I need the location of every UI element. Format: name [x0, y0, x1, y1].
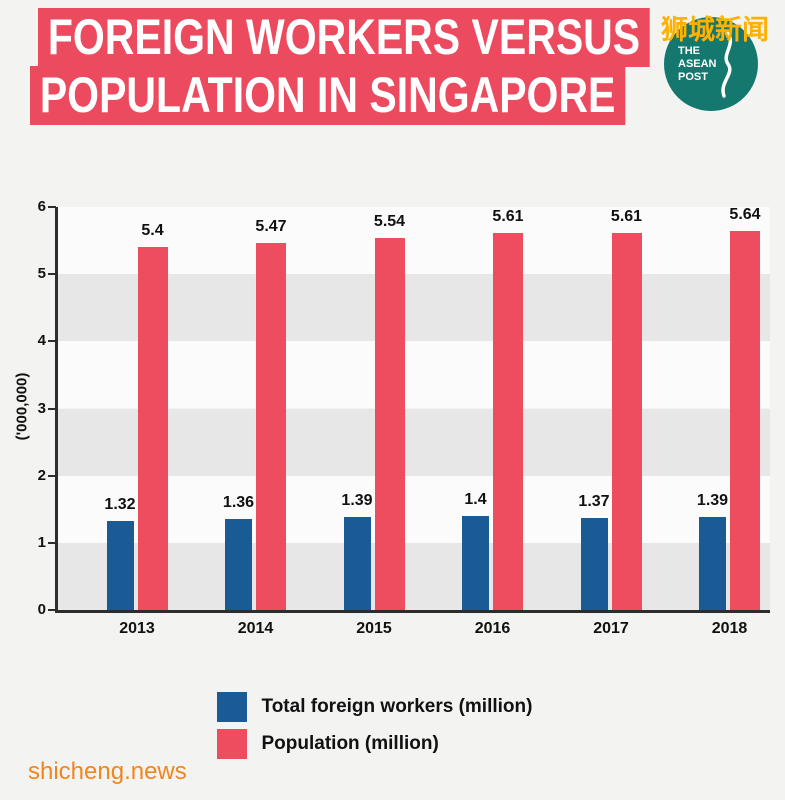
bar-value-label: 1.32: [104, 496, 136, 514]
y-tick-mark: [48, 609, 56, 611]
bar: [225, 518, 252, 610]
legend-item: Total foreign workers (million): [216, 692, 569, 722]
bar-value-label: 1.39: [696, 491, 729, 509]
bar: [730, 231, 760, 610]
grid-band: [57, 408, 770, 476]
y-tick-mark: [48, 273, 56, 276]
bar-value-label: 5.61: [492, 208, 524, 226]
watermark: shicheng.news: [28, 758, 187, 785]
x-axis-year-label: 2018: [711, 620, 748, 637]
y-tick-label: 1: [37, 533, 46, 551]
bar-value-label: 5.54: [373, 212, 406, 230]
grid-band: [57, 207, 770, 275]
y-tick-label: 2: [37, 466, 46, 484]
page-title-line-1: FOREIGN WORKERS VERSUS: [38, 8, 650, 67]
bar: [374, 237, 405, 610]
bar: [580, 517, 608, 610]
bar-value-label: 1.37: [578, 492, 610, 510]
legend-item: Population (million): [216, 729, 569, 759]
bar: [256, 242, 286, 610]
y-tick-label: 5: [37, 265, 46, 283]
y-tick-mark: [48, 541, 56, 544]
logo-swirl-icon: [721, 30, 733, 98]
bar: [462, 515, 489, 610]
y-tick-label: 0: [37, 601, 46, 618]
bar-value-label: 1.39: [341, 491, 373, 509]
grid-band: [57, 274, 770, 342]
legend-label: Total foreign workers (million): [261, 696, 533, 717]
y-tick-mark: [48, 474, 56, 477]
logo-text-the: THE: [678, 45, 700, 57]
y-tick-mark: [48, 340, 56, 343]
x-axis-year-label: 2017: [593, 620, 629, 637]
y-tick-label: 6: [37, 198, 46, 215]
bar: [493, 233, 523, 610]
x-axis-year-label: 2015: [356, 620, 392, 637]
bar-value-label: 5.61: [610, 208, 643, 226]
asean-post-logo-graphic: THE ASEAN POST: [664, 17, 758, 111]
asean-post-logo: THE ASEAN POST: [663, 16, 759, 112]
y-axis-line: [55, 207, 58, 613]
x-axis-year-label: 2016: [474, 620, 511, 637]
y-tick-mark: [48, 407, 56, 410]
y-tick-label: 4: [37, 332, 46, 350]
legend-label: Population (million): [261, 733, 439, 754]
bar: [343, 516, 371, 610]
x-axis-year-label: 2013: [119, 620, 155, 637]
x-axis-line: [55, 610, 770, 613]
bar-value-label: 1.4: [464, 490, 487, 508]
logo-circle: [664, 17, 758, 111]
y-tick-label: 3: [37, 399, 46, 417]
bar-value-label: 5.64: [729, 206, 761, 224]
bar: [611, 233, 642, 610]
bar: [137, 247, 168, 610]
bar-value-label: 1.36: [222, 493, 255, 511]
site-name-chinese: 狮城新闻: [661, 15, 769, 46]
bar-value-label: 5.47: [255, 217, 287, 235]
x-axis-year-label: 2014: [237, 620, 274, 637]
grid-band: [57, 341, 770, 409]
legend-swatch: [216, 692, 247, 722]
grid-band: [57, 542, 770, 610]
bar: [699, 516, 726, 610]
logo-text-asean: ASEAN: [678, 58, 717, 70]
legend: Total foreign workers (million) Populatio…: [0, 692, 785, 759]
grid-band: [57, 475, 770, 543]
bar-value-label: 5.4: [141, 222, 164, 240]
legend-swatch: [216, 729, 247, 759]
bar: [106, 521, 134, 610]
page-title-line-2: POPULATION IN SINGAPORE: [30, 66, 626, 125]
y-tick-mark: [48, 206, 56, 208]
logo-text-post: POST: [678, 71, 708, 83]
